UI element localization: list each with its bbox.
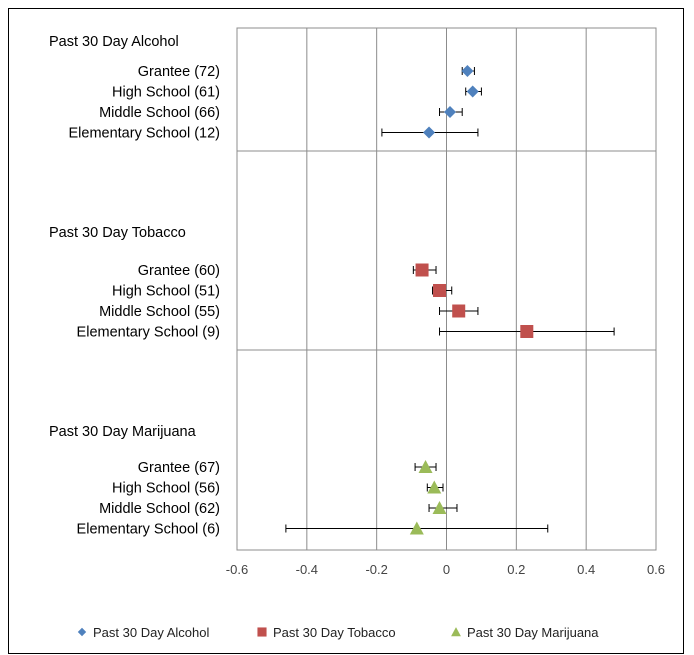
x-tick-label-5: 0.4 xyxy=(577,562,595,577)
data-point-1-1 xyxy=(433,284,447,297)
data-point-0-0 xyxy=(461,65,474,77)
row-label-0-2: Middle School (66) xyxy=(99,105,220,121)
row-label-0-0: Grantee (72) xyxy=(138,64,220,80)
group-header-1: Past 30 Day Tobacco xyxy=(49,225,186,241)
data-point-0-2 xyxy=(443,106,456,118)
data-point-1-3 xyxy=(520,325,534,338)
data-point-1-2 xyxy=(452,304,466,318)
row-label-0-3: Elementary School (12) xyxy=(68,126,220,142)
data-point-1-0 xyxy=(415,263,429,277)
legend-label-2: Past 30 Day Marijuana xyxy=(467,625,599,640)
x-tick-label-2: -0.2 xyxy=(365,562,387,577)
legend-marker-2 xyxy=(451,627,461,637)
x-tick-label-6: 0.6 xyxy=(647,562,665,577)
data-point-0-1 xyxy=(466,85,479,98)
data-point-2-1 xyxy=(427,480,442,494)
row-label-1-3: Elementary School (9) xyxy=(77,325,220,341)
legend-label-1: Past 30 Day Tobacco xyxy=(273,625,396,640)
row-label-0-1: High School (61) xyxy=(112,85,220,101)
legend-marker-1 xyxy=(257,627,267,637)
row-label-2-3: Elementary School (6) xyxy=(77,522,220,538)
row-label-2-1: High School (56) xyxy=(112,481,220,497)
group-header-2: Past 30 Day Marijuana xyxy=(49,424,197,440)
group-header-0: Past 30 Day Alcohol xyxy=(49,34,179,50)
data-point-2-2 xyxy=(432,501,447,514)
data-point-0-3 xyxy=(423,126,436,139)
x-tick-label-4: 0.2 xyxy=(507,562,525,577)
legend-marker-0 xyxy=(77,627,87,637)
data-point-2-0 xyxy=(418,460,433,473)
plot-area-border xyxy=(236,27,657,551)
row-label-1-2: Middle School (55) xyxy=(99,304,220,320)
row-label-2-0: Grantee (67) xyxy=(138,460,220,476)
row-label-1-1: High School (51) xyxy=(112,284,220,300)
x-tick-label-1: -0.4 xyxy=(296,562,318,577)
row-label-1-0: Grantee (60) xyxy=(138,263,220,279)
legend-label-0: Past 30 Day Alcohol xyxy=(93,625,209,640)
row-label-2-2: Middle School (62) xyxy=(99,501,220,517)
x-tick-label-3: 0 xyxy=(443,562,450,577)
data-point-2-3 xyxy=(409,521,424,535)
x-tick-label-0: -0.6 xyxy=(226,562,248,577)
